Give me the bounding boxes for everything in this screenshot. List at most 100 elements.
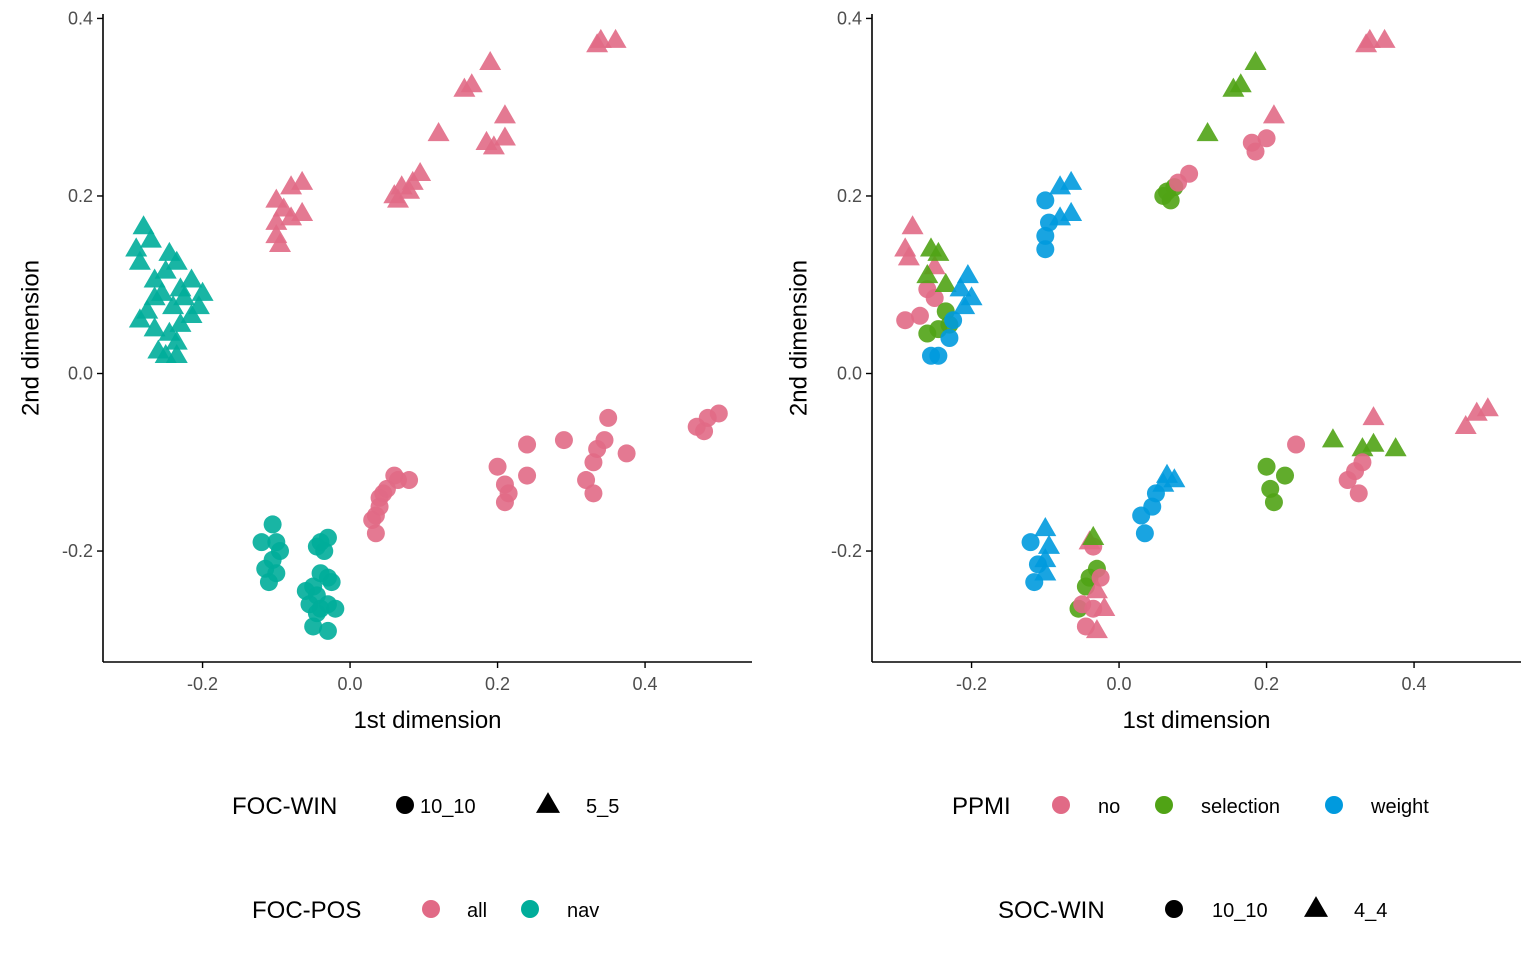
data-point-triangle-all — [589, 28, 612, 48]
legend-title: FOC-POS — [252, 897, 361, 924]
data-point-circle-all — [595, 431, 614, 450]
data-point-triangle-all — [291, 201, 314, 221]
data-point-circle-weight — [944, 311, 963, 330]
data-point-triangle-nav — [165, 250, 188, 270]
data-point-circle-no — [896, 311, 915, 330]
data-point-triangle-selection — [1082, 525, 1105, 545]
data-point-circle-all — [709, 404, 728, 423]
legend-key-circle — [1165, 900, 1183, 918]
data-point-circle-no — [1349, 484, 1368, 503]
data-point-triangle-all — [493, 126, 516, 146]
data-point-triangle-nav — [191, 281, 214, 301]
data-point-triangle-no — [1358, 28, 1381, 48]
legend-label: 4_4 — [1354, 900, 1387, 922]
data-point-triangle-all — [387, 188, 409, 208]
x-tick-label: 0.4 — [633, 674, 658, 694]
y-axis-title: 2nd dimension — [17, 260, 44, 416]
data-point-triangle-nav — [139, 228, 162, 248]
y-tick-label: 0.4 — [837, 8, 862, 28]
data-point-triangle-selection — [1244, 51, 1267, 71]
data-point-triangle-nav — [128, 250, 151, 270]
data-point-circle-nav — [296, 581, 315, 600]
data-points — [894, 28, 1499, 639]
x-axis-title: 1st dimension — [1122, 707, 1270, 734]
data-point-triangle-nav — [154, 259, 177, 279]
data-point-triangle-all — [493, 104, 516, 124]
data-point-triangle-weight — [949, 277, 972, 297]
data-point-circle-no — [925, 289, 944, 308]
legend-key-nav — [521, 900, 539, 918]
data-point-circle-selection — [1257, 457, 1276, 476]
data-point-circle-no — [1257, 129, 1276, 148]
legend-title: PPMI — [952, 793, 1011, 820]
data-point-triangle-no — [1085, 579, 1108, 599]
legend-ppmi: PPMI no selection weight — [952, 793, 1429, 820]
data-point-triangle-nav — [180, 303, 203, 324]
y-tick-label: -0.2 — [62, 541, 93, 561]
data-point-circle-all — [584, 484, 603, 503]
data-point-triangle-no — [1093, 596, 1116, 616]
data-point-circle-all — [370, 497, 389, 516]
x-tick-label: -0.2 — [187, 674, 218, 694]
data-point-triangle-weight — [1034, 548, 1057, 568]
data-point-triangle-selection — [1384, 437, 1407, 457]
data-point-triangle-weight — [1034, 561, 1057, 581]
data-point-triangle-weight — [956, 264, 979, 284]
data-point-triangle-no — [1373, 28, 1396, 48]
data-point-circle-nav — [267, 564, 286, 583]
data-point-triangle-all — [401, 170, 424, 190]
data-point-triangle-nav — [165, 330, 188, 350]
data-point-circle-nav — [318, 621, 337, 640]
data-point-circle-weight — [1036, 240, 1055, 259]
data-point-triangle-all — [460, 73, 483, 93]
legend-label: 10_10 — [420, 796, 476, 818]
y-tick-label: 0.2 — [837, 186, 862, 206]
data-point-circle-selection — [918, 324, 937, 343]
data-point-circle-weight — [1135, 524, 1154, 543]
data-point-triangle-selection — [934, 272, 957, 292]
data-point-circle-weight — [1036, 191, 1055, 210]
data-point-circle-all — [495, 493, 514, 512]
data-point-circle-no — [1287, 435, 1306, 454]
data-point-triangle-nav — [143, 286, 166, 306]
data-point-circle-all — [599, 408, 618, 427]
data-point-circle-weight — [940, 329, 959, 347]
legend-label: all — [467, 900, 487, 922]
data-point-circle-no — [1246, 142, 1265, 161]
data-point-triangle-no — [1476, 397, 1499, 417]
data-point-circle-no — [1180, 164, 1199, 183]
legend-key-all — [422, 900, 440, 918]
legend-label: 10_10 — [1212, 900, 1268, 922]
data-point-circle-weight — [922, 346, 940, 365]
legend-label: nav — [567, 900, 599, 922]
data-point-circle-nav — [322, 573, 341, 592]
data-point-triangle-weight — [1060, 170, 1083, 190]
x-axis-title: 1st dimension — [353, 707, 501, 734]
y-axis-title: 2nd dimension — [785, 260, 812, 416]
data-point-triangle-weight — [953, 295, 976, 315]
legend-key-selection — [1155, 796, 1173, 814]
legend-key-triangle — [1304, 896, 1328, 917]
legend-title: SOC-WIN — [998, 897, 1105, 924]
data-point-circle-all — [554, 431, 573, 450]
data-point-triangle-nav — [169, 312, 192, 332]
data-point-triangle-all — [604, 28, 627, 48]
x-tick-label: 0.4 — [1402, 674, 1427, 694]
legend-key-no — [1052, 796, 1070, 814]
data-point-circle-weight — [1036, 226, 1055, 245]
data-point-circle-selection — [1276, 466, 1294, 485]
data-point-triangle-weight — [1060, 201, 1083, 221]
data-point-circle-nav — [263, 515, 282, 534]
data-point-triangle-nav — [147, 339, 170, 359]
left-panel: -0.2 0.0 0.2 0.4 -0.2 0.0 0.2 0.4 1st dimension 2… — [17, 8, 752, 924]
data-point-triangle-no — [1362, 406, 1385, 426]
data-point-triangle-all — [482, 135, 505, 155]
data-point-circle-all — [518, 466, 537, 485]
data-point-circle-all — [400, 471, 419, 490]
data-point-triangle-no — [901, 215, 924, 235]
data-point-triangle-nav — [128, 308, 151, 328]
data-point-circle-nav — [252, 533, 271, 552]
data-point-triangle-all — [291, 170, 314, 190]
data-point-triangle-no — [897, 246, 920, 266]
